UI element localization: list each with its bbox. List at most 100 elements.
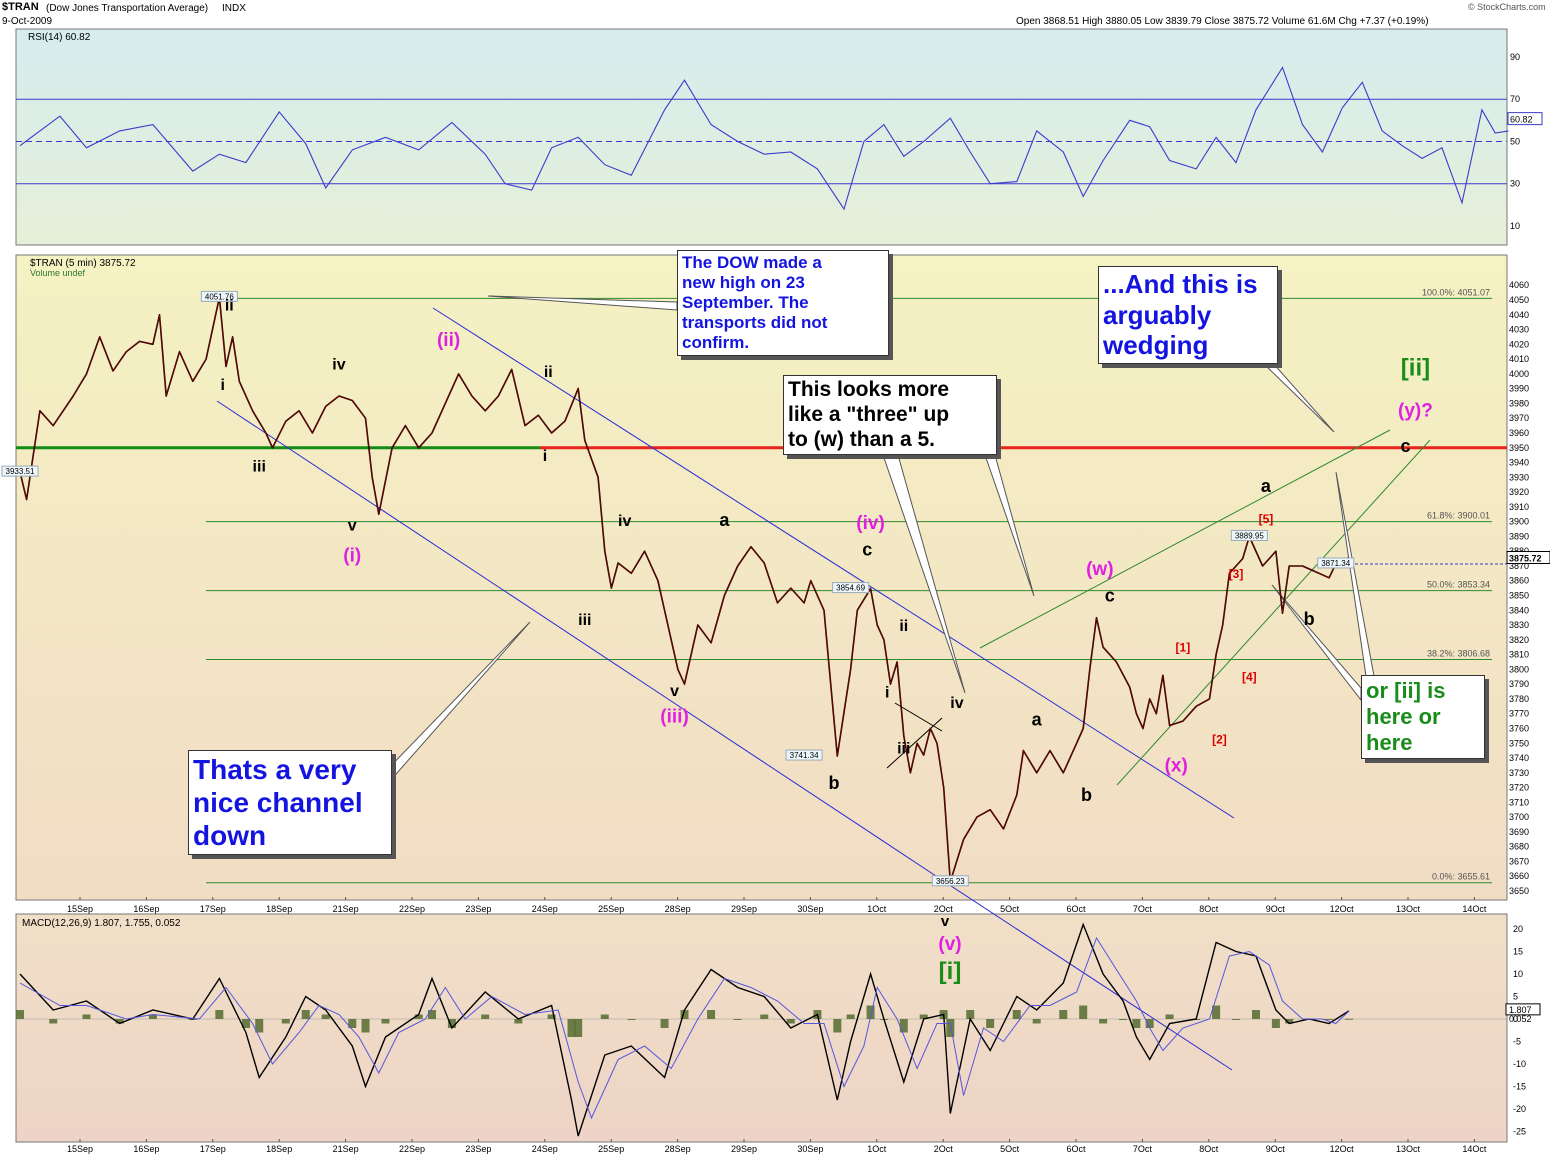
price-tick-label: 3720 (1509, 783, 1529, 793)
wave-label: iv (618, 513, 631, 530)
x-tick-label: 12Oct (1330, 904, 1355, 914)
macd-histogram-bar (760, 1014, 769, 1019)
x-tick-label: 29Sep (731, 1144, 757, 1154)
price-label-box (832, 582, 870, 594)
price-label: 3871.34 (1321, 559, 1350, 568)
x-tick-label: 17Sep (200, 1144, 226, 1154)
callout-dow-new-high: The DOW made a new high on 23 September.… (677, 250, 889, 357)
x-tick-label: 18Sep (266, 1144, 292, 1154)
rsi-tick-label: 10 (1510, 221, 1520, 231)
x-tick-label: 12Oct (1330, 1144, 1355, 1154)
x-tick-label: 28Sep (665, 1144, 691, 1154)
price-tick-label: 3740 (1509, 753, 1529, 763)
macd-tick-label: -20 (1513, 1104, 1526, 1114)
price-label: 3656.23 (936, 877, 965, 886)
wave-label: [3] (1229, 567, 1244, 581)
macd-histogram-bar (321, 1014, 330, 1019)
x-tick-label: 21Sep (333, 904, 359, 914)
wave-label: iv (332, 356, 345, 373)
x-tick-label: 23Sep (465, 1144, 491, 1154)
price-series-line-red (19, 297, 1350, 882)
wave-label: [i] (939, 958, 962, 985)
price-label-box (1317, 557, 1355, 569)
rsi-tick-label: 90 (1510, 52, 1520, 62)
wave-label: [4] (1242, 670, 1257, 684)
price-tick-label: 3650 (1509, 886, 1529, 896)
macd-panel (15, 913, 1508, 1143)
price-tick-label: 3770 (1509, 709, 1529, 719)
ticker-name: (Dow Jones Transportation Average) (46, 3, 209, 14)
price-tick-label: 4020 (1509, 339, 1529, 349)
wave-label: [2] (1212, 732, 1227, 746)
wave-label: (w) (1086, 559, 1113, 580)
macd-tick-label: -15 (1513, 1082, 1526, 1092)
wave-label: ii (225, 297, 234, 314)
wave-label: [1] (1176, 641, 1191, 655)
wave-label: b (1304, 609, 1315, 629)
x-tick-label: 28Sep (665, 904, 691, 914)
x-tick-label: 13Oct (1396, 904, 1421, 914)
macd-histogram-bar (115, 1019, 124, 1024)
x-tick-label: 22Sep (399, 1144, 425, 1154)
wave-label: a (1261, 476, 1272, 496)
macd-histogram-bar (707, 1010, 716, 1019)
trend-line (979, 429, 1391, 649)
callout-wedging-text: ...And this is arguably wedging (1103, 269, 1258, 361)
macd-histogram-bar (1079, 1005, 1088, 1019)
price-title: $TRAN (5 min) 3875.72 (30, 258, 136, 269)
callout-three-text: This looks more like a "three" up to (w)… (788, 378, 950, 451)
price-tick-label: 3800 (1509, 664, 1529, 674)
callout-dow-text: The DOW made a new high on 23 September.… (682, 253, 828, 353)
macd-histogram-bar (680, 1010, 689, 1019)
macd-histogram-bar (1119, 1019, 1128, 1020)
macd-histogram-bar (361, 1019, 370, 1033)
x-tick-label: 1Oct (867, 904, 887, 914)
x-tick-label: 6Oct (1066, 904, 1086, 914)
callout-three-up: This looks more like a "three" up to (w)… (783, 375, 997, 456)
price-tick-label: 3950 (1509, 443, 1529, 453)
macd-histogram-bar (786, 1019, 795, 1024)
wave-label: [ii] (1401, 354, 1430, 381)
macd-histogram-bar (215, 1010, 224, 1019)
wave-label: a (1032, 710, 1043, 730)
wave-label: b (829, 773, 840, 793)
price-label: 3889.95 (1235, 531, 1264, 540)
macd-histogram-bar (1251, 1010, 1260, 1019)
wave-label: (iv) (856, 513, 885, 534)
price-tick-label: 3680 (1509, 842, 1529, 852)
price-label: 3933.51 (6, 467, 35, 476)
price-tick-label: 3710 (1509, 797, 1529, 807)
macd-histogram-bar (16, 1010, 24, 1019)
wave-label: (x) (1165, 755, 1188, 776)
price-label: 3854.69 (836, 584, 865, 593)
macd-histogram-bar (1145, 1019, 1154, 1028)
rsi-last-value-box (1507, 112, 1543, 126)
x-tick-label: 30Sep (797, 1144, 823, 1154)
fib-level-label: 50.0%: 3853.34 (1427, 580, 1490, 590)
price-label-box (200, 290, 238, 302)
price-label-box (1, 465, 39, 477)
last-price-box (1506, 550, 1550, 564)
macd-histogram-bar (148, 1014, 157, 1019)
macd-histogram-bar (1165, 1014, 1174, 1019)
price-subtitle: Volume undef (30, 268, 86, 278)
macd-histogram-bar (733, 1019, 742, 1020)
wave-label: iii (253, 458, 266, 475)
price-tick-label: 3960 (1509, 428, 1529, 438)
price-tick-label: 3760 (1509, 723, 1529, 733)
ohlc-summary: Open 3868.51 High 3880.05 Low 3839.79 Cl… (1016, 16, 1429, 27)
wave-label: (i) (343, 546, 361, 567)
x-tick-label: 16Sep (133, 1144, 159, 1154)
x-tick-label: 8Oct (1199, 1144, 1219, 1154)
wave-label: a (719, 510, 730, 530)
macd-tick-label: 10 (1513, 969, 1523, 979)
macd-histogram-bar (547, 1014, 556, 1019)
price-tick-label: 3670 (1509, 856, 1529, 866)
rsi-last-value: 60.82 (1510, 115, 1533, 125)
rsi-series-line (19, 66, 1509, 211)
price-tick-label: 3990 (1509, 384, 1529, 394)
macd-histogram-bar (1345, 1018, 1353, 1020)
wave-label: [5] (1259, 512, 1274, 526)
macd-histogram-bar (1032, 1019, 1041, 1024)
x-tick-label: 2Oct (934, 1144, 954, 1154)
